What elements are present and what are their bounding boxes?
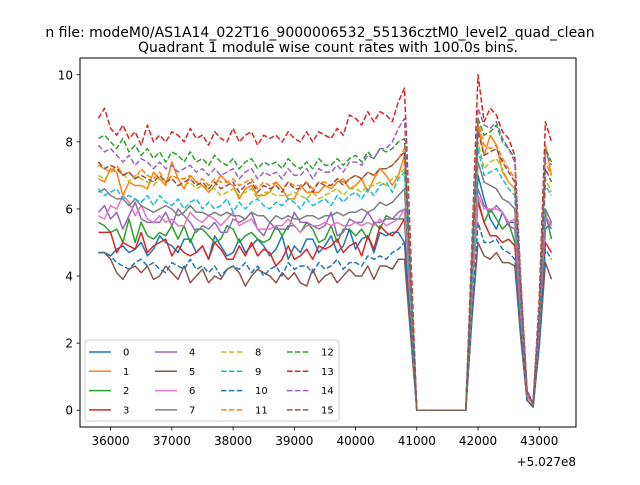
- series-line-6: [98, 194, 553, 411]
- series-line-15: [97, 131, 553, 411]
- series-layer: [97, 74, 553, 411]
- y-axis: 0 2 4 6 8 10: [58, 68, 80, 418]
- x-axis: 36000 37000 38000 39000 40000 41000 42000 43000: [92, 427, 558, 448]
- x-tick-label: 42000: [459, 434, 497, 448]
- legend-label-3: 3: [123, 405, 129, 416]
- legend-label-1: 1: [123, 367, 129, 378]
- y-tick-label: 6: [65, 202, 73, 216]
- legend-label-7: 7: [189, 405, 195, 416]
- x-axis-offset-label: +5.027e8: [517, 455, 576, 469]
- legend-label-15: 15: [321, 405, 334, 416]
- legend-box: [84, 339, 340, 422]
- x-tick-label: 39000: [275, 434, 313, 448]
- legend-label-5: 5: [189, 367, 195, 378]
- x-tick-label: 41000: [398, 434, 436, 448]
- legend-label-4: 4: [189, 348, 195, 359]
- x-tick-label: 37000: [153, 434, 191, 448]
- legend-label-9: 9: [255, 367, 261, 378]
- y-tick-label: 4: [65, 270, 73, 284]
- legend-label-14: 14: [321, 386, 334, 397]
- legend-label-11: 11: [255, 405, 268, 416]
- legend-label-2: 2: [123, 386, 129, 397]
- legend-label-6: 6: [189, 386, 195, 397]
- y-tick-label: 2: [65, 337, 73, 351]
- y-tick-label: 0: [65, 404, 73, 418]
- x-tick-label: 36000: [92, 434, 130, 448]
- plot-frame: [79, 57, 577, 428]
- x-tick-label: 43000: [520, 434, 558, 448]
- legend-label-8: 8: [255, 348, 261, 359]
- legend-label-13: 13: [321, 367, 334, 378]
- legend-label-12: 12: [321, 348, 334, 359]
- x-tick-label: 38000: [214, 434, 252, 448]
- y-tick-label: 8: [65, 135, 73, 149]
- series-line-13: [97, 74, 553, 411]
- y-tick-label: 10: [58, 68, 73, 82]
- legend-label-0: 0: [123, 348, 129, 359]
- series-line-5: [98, 241, 553, 411]
- legend-label-10: 10: [255, 386, 268, 397]
- series-line-10: [98, 221, 553, 411]
- figure-suptitle: n file: modeM0/AS1A14_022T16_9000006532_…: [45, 25, 594, 41]
- chart-title: Quadrant 1 module wise count rates with …: [138, 40, 518, 56]
- series-line-14: [97, 107, 553, 411]
- x-tick-label: 40000: [336, 434, 374, 448]
